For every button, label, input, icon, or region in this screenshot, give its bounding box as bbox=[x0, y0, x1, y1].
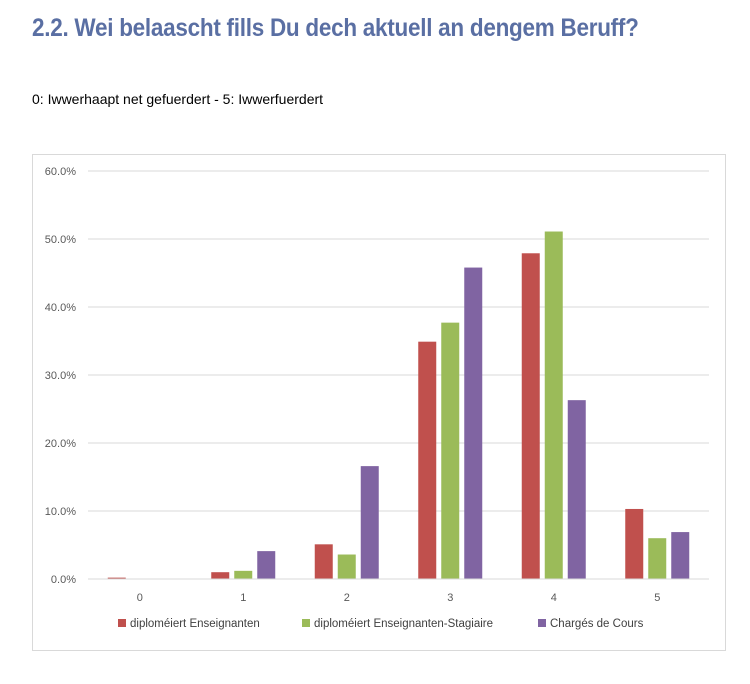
y-tick-label: 20.0% bbox=[45, 438, 76, 450]
x-tick-label: 1 bbox=[240, 592, 246, 604]
legend-label: diploméiert Enseignanten-Stagiaire bbox=[314, 618, 493, 630]
bar-0-1 bbox=[107, 577, 126, 579]
legend-swatch bbox=[118, 619, 126, 627]
y-tick-label: 40.0% bbox=[45, 302, 76, 314]
page-title: 2.2. Wei belaascht fills Du dech aktuell… bbox=[32, 14, 639, 42]
bar-2-2 bbox=[337, 554, 356, 579]
legend-label: Chargés de Cours bbox=[550, 618, 644, 630]
y-axis-ticks: 0.0% 10.0% 20.0% 30.0% 40.0% 50.0% 60.0% bbox=[45, 166, 76, 586]
x-tick-label: 5 bbox=[654, 592, 660, 604]
legend-item: Chargés de Cours bbox=[538, 618, 644, 630]
x-tick-label: 2 bbox=[344, 592, 350, 604]
bar-5-2 bbox=[648, 538, 667, 579]
gridlines bbox=[88, 170, 709, 512]
bar-4-1 bbox=[521, 253, 540, 579]
y-tick-label: 10.0% bbox=[45, 506, 76, 518]
y-tick-label: 50.0% bbox=[45, 234, 76, 246]
x-tick-label: 0 bbox=[137, 592, 143, 604]
bar-5-1 bbox=[625, 508, 644, 579]
chart-subtitle: 0: Iwwerhaapt net gefuerdert - 5: Iwwerf… bbox=[32, 91, 324, 107]
bar-4-2 bbox=[544, 231, 563, 579]
legend-item: diploméiert Enseignanten-Stagiaire bbox=[302, 618, 493, 630]
legend-label: diploméiert Enseignanten bbox=[130, 618, 260, 630]
bar-4-3 bbox=[567, 400, 586, 579]
legend-item: diploméiert Enseignanten bbox=[118, 618, 260, 630]
bar-2-3 bbox=[360, 466, 379, 579]
bar-3-3 bbox=[464, 267, 483, 579]
x-tick-label: 3 bbox=[447, 592, 453, 604]
legend-swatch bbox=[538, 619, 546, 627]
bar-chart: 0.0% 10.0% 20.0% 30.0% 40.0% 50.0% 60.0% 0 1 2 3 4… bbox=[45, 166, 709, 630]
legend: diploméiert Enseignanten diploméiert Ense… bbox=[118, 618, 644, 630]
legend-swatch bbox=[302, 619, 310, 627]
bar-5-3 bbox=[671, 532, 690, 579]
bar-3-2 bbox=[441, 322, 460, 579]
bar-1-3 bbox=[257, 551, 276, 579]
bar-1-1 bbox=[211, 572, 230, 579]
y-tick-label: 60.0% bbox=[45, 166, 76, 178]
bar-1-2 bbox=[234, 570, 253, 579]
x-axis-ticks: 0 1 2 3 4 5 bbox=[137, 592, 661, 604]
bars bbox=[107, 231, 690, 579]
y-tick-label: 30.0% bbox=[45, 370, 76, 382]
x-tick-label: 4 bbox=[551, 592, 557, 604]
bar-2-1 bbox=[314, 544, 333, 579]
chart-frame: 0.0% 10.0% 20.0% 30.0% 40.0% 50.0% 60.0% 0 1 2 3 4… bbox=[32, 154, 726, 651]
bar-3-1 bbox=[418, 341, 437, 579]
y-tick-label: 0.0% bbox=[51, 574, 76, 586]
